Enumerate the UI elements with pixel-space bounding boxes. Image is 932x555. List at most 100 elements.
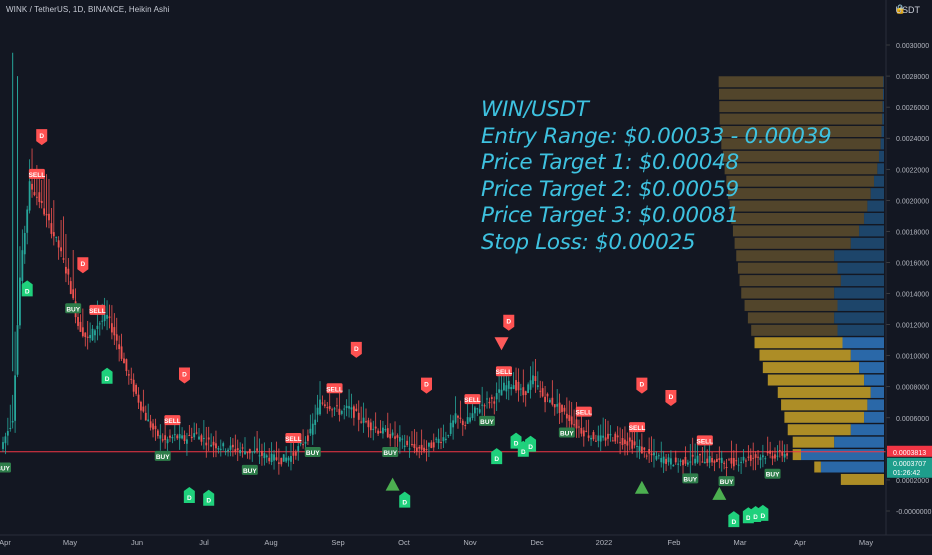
- signal-marker: SELL: [496, 366, 512, 377]
- candle-body: [558, 402, 561, 413]
- candle-body: [398, 437, 401, 442]
- candle-body: [123, 358, 125, 364]
- candle-body: [532, 375, 534, 385]
- signal-marker: D: [503, 314, 515, 331]
- candle-body: [195, 432, 198, 434]
- candle-body: [173, 434, 176, 436]
- candle-body: [217, 448, 220, 450]
- candle-body: [490, 397, 493, 399]
- candle-body: [493, 401, 496, 404]
- candle-body: [236, 448, 239, 451]
- signal-label-shape: [164, 415, 181, 426]
- signal-marker: SELL: [89, 304, 106, 315]
- profile-bar-sell: [882, 113, 884, 125]
- candle-body: [367, 420, 370, 428]
- signal-flag-shape: [525, 435, 537, 452]
- candle-body: [585, 430, 588, 432]
- candle-body: [323, 404, 326, 407]
- profile-bar-buy: [777, 386, 871, 398]
- profile-bar-buy: [767, 374, 865, 386]
- signal-marker: D: [21, 280, 33, 297]
- y-tick-label: 0.0026000: [896, 105, 929, 112]
- candle-body: [679, 460, 682, 462]
- candle-body: [517, 381, 520, 391]
- signal-marker: BUY: [154, 450, 171, 461]
- candle-body: [285, 457, 288, 462]
- candle-body: [616, 435, 619, 438]
- profile-bar-buy: [747, 312, 835, 324]
- note-line: Price Target 3: $0.00081: [481, 203, 739, 228]
- candle-body: [115, 334, 118, 341]
- signal-flag-shape: [350, 341, 362, 358]
- candle-body: [69, 281, 72, 294]
- candle-body: [369, 422, 372, 431]
- signal-text: D: [514, 441, 519, 448]
- candle-body: [519, 388, 522, 390]
- profile-bar-buy: [718, 88, 884, 100]
- candle-body: [696, 455, 699, 463]
- candle-body: [190, 436, 193, 439]
- candle-body: [55, 236, 58, 238]
- signal-text: SELL: [326, 386, 343, 393]
- signal-text: D: [640, 382, 645, 389]
- candle-body: [725, 466, 728, 468]
- signal-label-shape: [718, 476, 735, 487]
- x-tick-label: Jul: [199, 538, 209, 547]
- candle-body: [539, 390, 542, 392]
- signal-flag-shape: [203, 489, 215, 506]
- signal-label-shape: [285, 432, 302, 443]
- candle-body: [16, 325, 19, 375]
- candle-body: [713, 460, 716, 463]
- candle-body: [86, 336, 89, 338]
- candle-body: [428, 442, 430, 447]
- price-badge-last-text: 0.0003707: [893, 461, 926, 468]
- profile-bar-buy: [727, 188, 871, 200]
- y-tick-label: 0.0020000: [896, 198, 929, 205]
- candle-body: [79, 321, 82, 332]
- signal-text: D: [39, 133, 44, 140]
- candle-body: [699, 453, 701, 456]
- signal-flag-shape: [636, 377, 648, 394]
- candle-body: [670, 458, 672, 465]
- y-tick-label: -0.0000000: [896, 509, 932, 516]
- signal-marker: BUY: [382, 446, 399, 457]
- candle-body: [111, 323, 113, 333]
- signal-triangle: [385, 477, 400, 491]
- candle-body: [674, 457, 677, 463]
- candle-body: [665, 458, 667, 464]
- candle-body: [273, 454, 275, 461]
- x-tick-label: May: [63, 538, 77, 547]
- candle-body: [169, 435, 171, 438]
- candle-body: [720, 457, 723, 463]
- signal-flag-shape: [21, 280, 33, 297]
- signal-marker: BUY: [304, 446, 321, 457]
- signal-text: D: [105, 376, 110, 383]
- candle-body: [418, 446, 421, 449]
- profile-bar-sell: [883, 88, 884, 100]
- y-tick-label: 0.0016000: [896, 260, 929, 267]
- profile-bar-sell: [837, 324, 884, 336]
- candle-body: [26, 209, 29, 233]
- candle-body: [149, 421, 152, 428]
- profile-bar-sell: [842, 337, 884, 349]
- profile-bar-sell: [834, 250, 884, 262]
- candle-body: [176, 435, 179, 439]
- candle-body: [350, 407, 353, 410]
- candle-body: [686, 462, 689, 465]
- candle-body: [778, 450, 781, 452]
- profile-bar-buy: [721, 138, 881, 150]
- candle-body: [43, 208, 46, 215]
- lock-icon[interactable]: 🔒: [894, 4, 906, 14]
- x-tick-label: Aug: [264, 538, 277, 547]
- candle-body: [207, 437, 210, 440]
- candle-body: [536, 385, 539, 388]
- candle-body: [224, 451, 227, 453]
- candle-body: [38, 192, 41, 202]
- candle-body: [437, 438, 440, 444]
- candle-body: [159, 435, 162, 439]
- candle-body: [140, 401, 142, 411]
- candle-body: [108, 316, 111, 319]
- candle-body: [648, 449, 651, 454]
